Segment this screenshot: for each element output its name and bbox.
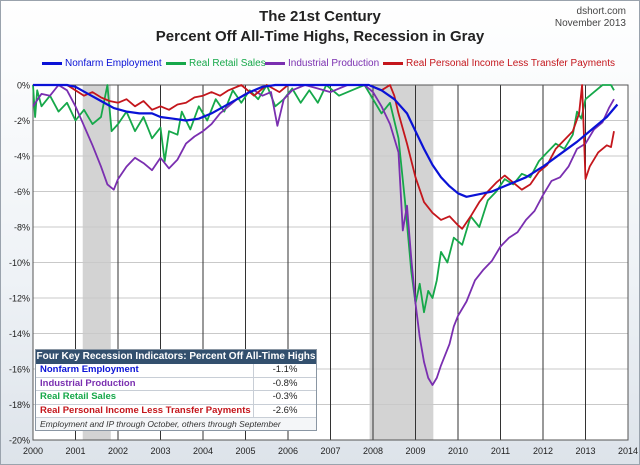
table-row-nonfarm: Nonfarm Employment -1.1% [36,364,316,378]
x-tick-label-3: 2003 [150,446,170,456]
table-row-retail: Real Retail Sales -0.3% [36,391,316,405]
table-value-retail: -0.3% [272,391,298,402]
series-line-nonfarm [33,83,619,198]
y-tick-label-10: -20% [9,436,30,446]
table-value-nonfarm: -1.1% [272,364,298,375]
chart-subtitle: Percent Off All-Time Highs, Recession in… [155,28,485,45]
y-tick-label-1: -2% [14,116,30,126]
table-value-income: -2.6% [272,404,298,416]
y-tick-label-9: -18% [9,400,30,410]
y-tick-label-3: -6% [14,187,30,197]
table-label-nonfarm: Nonfarm Employment [36,364,254,377]
legend-swatch-income [383,61,403,65]
legend-swatch-industrial [265,61,285,65]
legend-swatch-nonfarm [42,61,62,65]
summary-table: Four Key Recession Indicators: Percent O… [35,349,317,431]
x-tick-label-1: 2001 [65,446,85,456]
x-tick-label-9: 2009 [405,446,425,456]
legend-label-retail: Real Retail Sales [189,58,266,69]
y-tick-label-5: -10% [9,258,30,268]
legend-swatch-retail [166,61,186,65]
table-row-industrial: Industrial Production -0.8% [36,377,316,391]
x-tick-label-7: 2007 [320,446,340,456]
x-tick-label-13: 2013 [575,446,595,456]
legend-item-nonfarm: Nonfarm Employment [42,57,162,71]
x-tick-label-5: 2005 [235,446,255,456]
summary-table-title: Four Key Recession Indicators: Percent O… [36,350,316,364]
x-tick-label-2: 2002 [108,446,128,456]
legend-label-nonfarm: Nonfarm Employment [65,58,162,69]
x-tick-label-10: 2010 [448,446,468,456]
table-row-income: Real Personal Income Less Transfer Payme… [36,404,316,418]
y-tick-label-2: -4% [14,152,30,162]
y-tick-label-8: -16% [9,365,30,375]
legend-item-retail: Real Retail Sales [166,57,266,71]
x-tick-label-11: 2011 [491,446,510,456]
x-tick-label-12: 2012 [533,446,553,456]
table-label-industrial: Industrial Production [36,377,254,390]
summary-table-footnote: Employment and IP through October, other… [36,418,316,430]
x-tick-label-8: 2008 [363,446,383,456]
table-label-retail: Real Retail Sales [36,391,254,404]
credit-site: dshort.com [576,6,626,17]
series-line-income [33,84,615,230]
x-tick-label-4: 2004 [193,446,213,456]
x-tick-label-14: 2014 [618,446,638,456]
legend-label-industrial: Industrial Production [288,58,380,69]
legend-label-income: Real Personal Income Less Transfer Payme… [406,58,615,69]
legend-item-income: Real Personal Income Less Transfer Payme… [383,57,615,71]
x-tick-label-6: 2006 [278,446,298,456]
y-tick-label-7: -14% [9,329,30,339]
table-label-income: Real Personal Income Less Transfer Payme… [36,404,254,417]
table-value-industrial: -0.8% [272,377,298,389]
chart-title: The 21st Century [259,8,381,25]
y-tick-label-0: 0% [17,81,30,91]
y-tick-label-4: -8% [14,223,30,233]
legend-item-industrial: Industrial Production [265,57,379,71]
y-tick-label-6: -12% [9,294,30,304]
credit-date: November 2013 [554,18,626,29]
x-tick-label-0: 2000 [23,446,43,456]
